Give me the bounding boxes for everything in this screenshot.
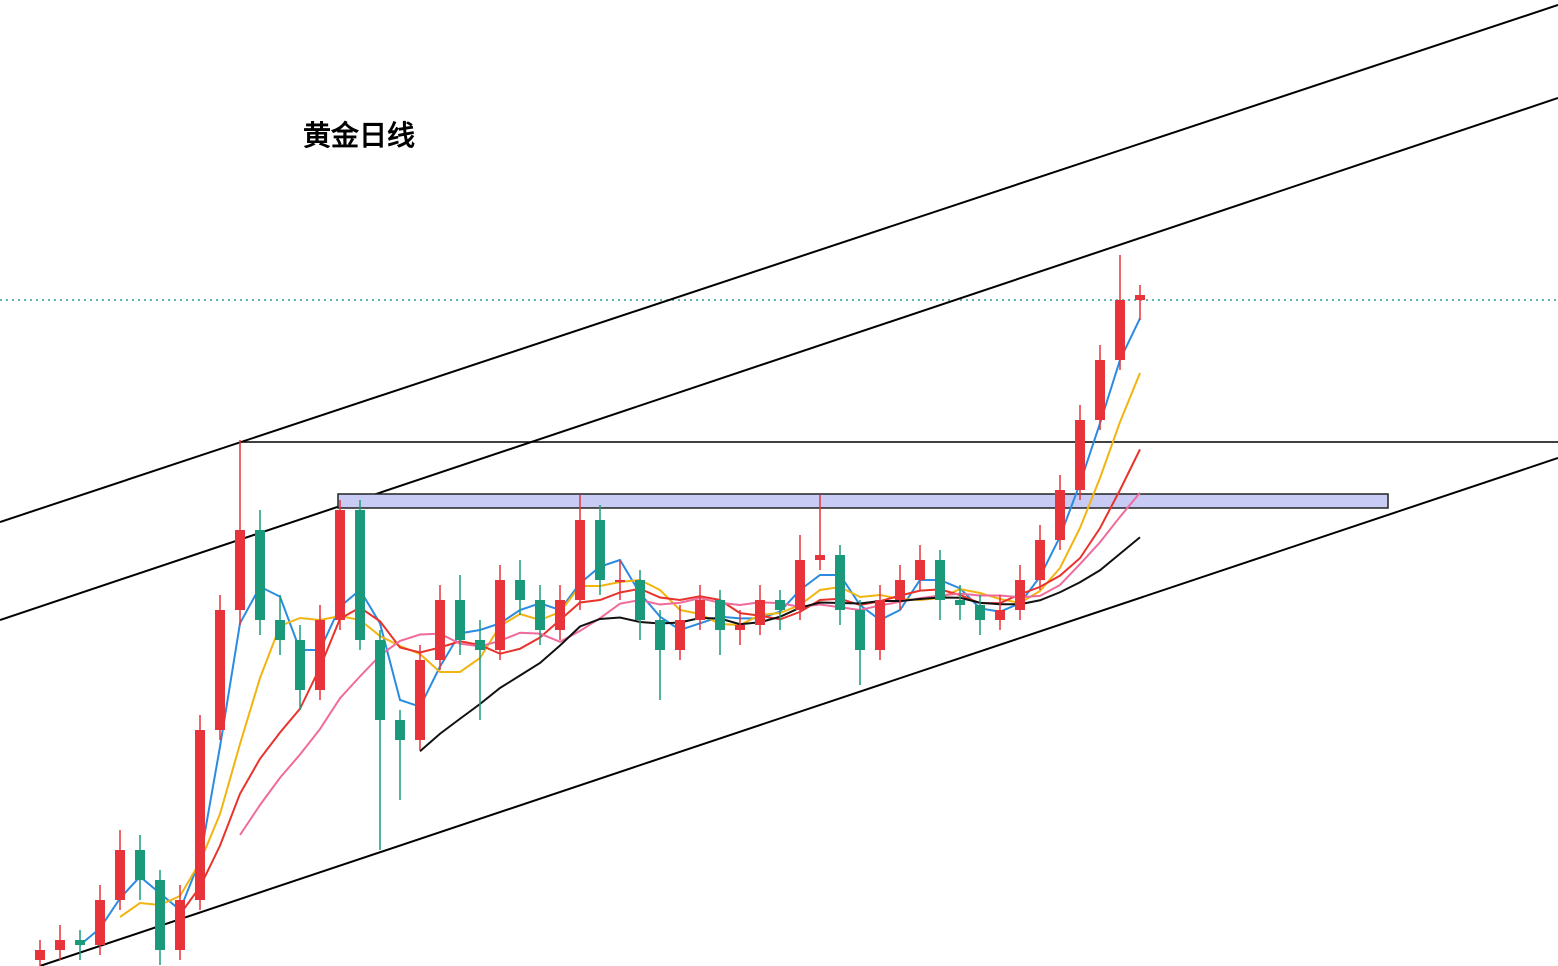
candle-body (55, 940, 65, 950)
support-line (39, 457, 1558, 966)
candle-body (535, 600, 545, 630)
moving-average (119, 372, 1141, 918)
candle-body (395, 720, 405, 740)
candle-body (655, 620, 665, 650)
candle-body (815, 555, 825, 560)
candle-body (555, 600, 565, 630)
candle-body (1135, 295, 1145, 300)
candle-body (455, 600, 465, 640)
candle-body (875, 600, 885, 650)
candle-body (435, 600, 445, 660)
candle-body (695, 600, 705, 620)
candle-body (215, 610, 225, 730)
candle-body (595, 520, 605, 580)
moving-average (239, 492, 1141, 836)
channel-line (0, 97, 1558, 621)
candle-body (415, 660, 425, 740)
candle-body (175, 900, 185, 950)
candle-body (975, 605, 985, 620)
candle-body (275, 620, 285, 640)
candle-body (515, 580, 525, 600)
candle-body (795, 560, 805, 610)
candle-body (755, 600, 765, 625)
candle-body (915, 560, 925, 580)
candle-body (1075, 420, 1085, 490)
candle-body (375, 640, 385, 720)
chart-title: 黄金日线 (303, 119, 415, 152)
candle-body (115, 850, 125, 900)
candle-body (675, 620, 685, 650)
candle-body (935, 560, 945, 600)
candle-body (1015, 580, 1025, 610)
candle-body (155, 880, 165, 950)
candle-body (475, 640, 485, 650)
candle-body (855, 610, 865, 650)
candle-body (35, 950, 45, 960)
candle-body (75, 940, 85, 945)
candle-body (95, 900, 105, 945)
candle-body (995, 610, 1005, 620)
candle-body (635, 580, 645, 620)
candle-body (955, 600, 965, 605)
candle-body (895, 580, 905, 600)
candle-body (495, 580, 505, 650)
candle-body (735, 625, 745, 630)
candles (35, 255, 1145, 966)
candle-body (335, 510, 345, 620)
candle-body (1035, 540, 1045, 580)
candle-body (235, 530, 245, 610)
candle-body (135, 850, 145, 880)
candle-body (295, 640, 305, 690)
candle-body (715, 600, 725, 630)
candle-body (315, 620, 325, 690)
candle-body (575, 520, 585, 600)
candle-body (1095, 360, 1105, 420)
candle-body (355, 510, 365, 640)
channel-line (0, 4, 1558, 523)
candle-body (195, 730, 205, 900)
moving-average (79, 317, 1141, 946)
resistance-zone (337, 493, 1389, 509)
candle-body (1115, 300, 1125, 360)
candle-body (255, 530, 265, 620)
candle-body (775, 600, 785, 610)
candle-body (1055, 490, 1065, 540)
candle-body (615, 580, 625, 582)
candle-body (835, 555, 845, 610)
